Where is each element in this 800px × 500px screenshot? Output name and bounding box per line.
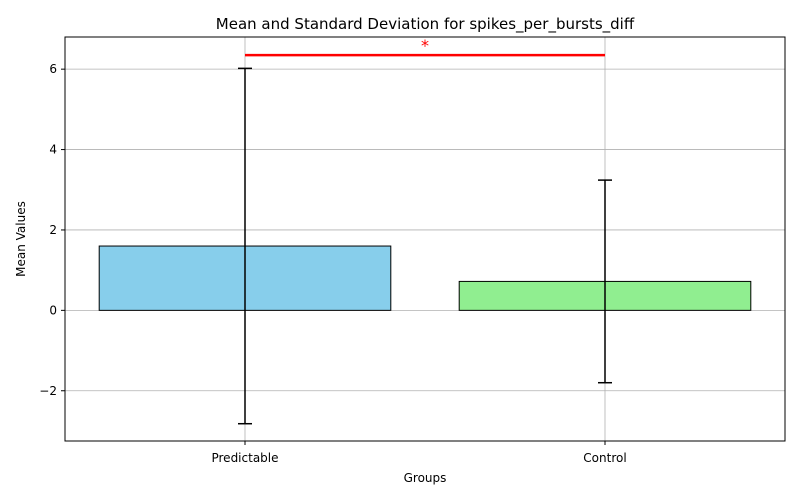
grid-lines	[65, 37, 785, 441]
x-tick-label: Control	[583, 451, 626, 465]
y-tick-label: 0	[49, 303, 57, 317]
y-tick-label: −2	[39, 384, 57, 398]
x-tick-label: Predictable	[211, 451, 278, 465]
x-axis-ticks: Predictable Control	[211, 441, 627, 465]
error-bars	[238, 67, 612, 425]
y-tick-label: 4	[49, 143, 57, 157]
plot-frame	[64, 36, 786, 442]
y-tick-label: 6	[49, 62, 57, 76]
x-axis-label: Groups	[404, 471, 447, 485]
bars	[98, 245, 752, 311]
significance-star: *	[421, 36, 429, 55]
y-axis-label: Mean Values	[14, 201, 28, 277]
y-axis-ticks: −2 0 2 4 6	[39, 62, 65, 398]
y-tick-label: 2	[49, 223, 57, 237]
significance-marker: *	[245, 36, 605, 57]
chart-title: Mean and Standard Deviation for spikes_p…	[216, 15, 635, 34]
